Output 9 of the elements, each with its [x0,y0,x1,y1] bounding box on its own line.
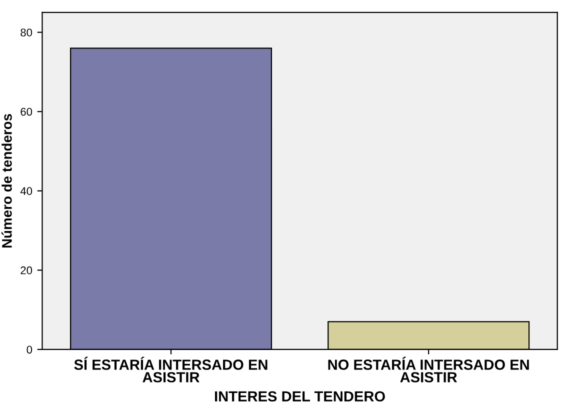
x-axis-title: INTERES DEL TENDERO [215,391,385,402]
y-tick-label: 20 [20,266,32,274]
y-axis-title: Número de tenderos [2,114,12,248]
y-tick-label: 40 [20,187,32,196]
y-tick-label: 80 [20,28,32,36]
x-tick-label: NO ESTARÍA INTERSADO EN ASISTIR [328,356,529,382]
y-tick-label: 60 [20,108,32,116]
x-tick-label: SÍ ESTARÍA INTERSADO EN ASISTIR [74,356,268,382]
y-tick-label: 0 [26,346,32,354]
